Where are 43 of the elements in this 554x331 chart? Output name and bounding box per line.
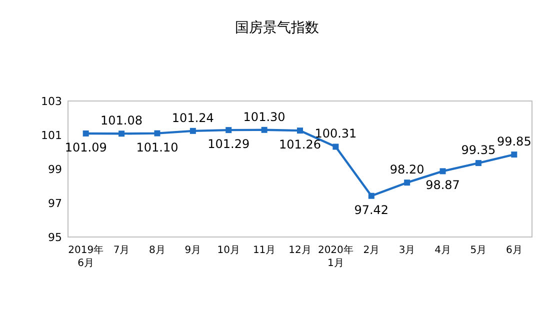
x-tick-label: 9月 [184,245,202,256]
chart-title: 国房景气指数 [235,20,319,36]
point [440,168,446,174]
data-label: 101.10 [136,140,178,154]
x-tick-label: 5月 [470,245,487,256]
point [118,130,125,137]
point [332,144,339,150]
data-label: 101.24 [172,110,214,125]
data-label: 101.30 [243,110,286,124]
point [404,180,410,186]
y-tick-label: 103 [41,95,62,108]
y-tick-label: 97 [48,197,62,210]
point [368,192,374,199]
x-tick-label: 2月 [363,245,380,256]
x-tick-label: 6月 [506,245,522,256]
data-label: 99.85 [496,134,532,149]
x-tick-label: 2020年 1月 [318,244,354,269]
x-tick-label: 4月 [434,245,451,256]
data-label: 101.29 [208,137,250,152]
data-label: 97.42 [354,202,389,217]
data-label: 98.20 [390,162,424,177]
data-label: 98.87 [426,178,460,192]
x-tick-label: 7月 [113,245,130,256]
y-tick-label: 99 [48,163,62,176]
data-label: 101.09 [64,140,107,154]
data-label: 99.35 [461,143,496,158]
point [475,160,482,166]
x-tick-label: 2019年 6月 [68,244,104,269]
point [154,130,160,136]
data-label: 101.08 [100,114,143,128]
x-tick-label: 3月 [398,245,416,256]
y-tick-label: 95 [48,231,62,244]
point [261,126,268,133]
y-tick-label: 101 [41,129,62,142]
point [226,127,232,134]
x-tick-label: 8月 [149,245,166,256]
point [297,128,303,134]
point [82,130,89,136]
point [190,128,196,134]
x-tick-label: 11月 [252,245,276,256]
x-tick-label: 10月 [217,245,240,256]
point [511,152,518,158]
x-tick-label: 12月 [288,245,312,256]
